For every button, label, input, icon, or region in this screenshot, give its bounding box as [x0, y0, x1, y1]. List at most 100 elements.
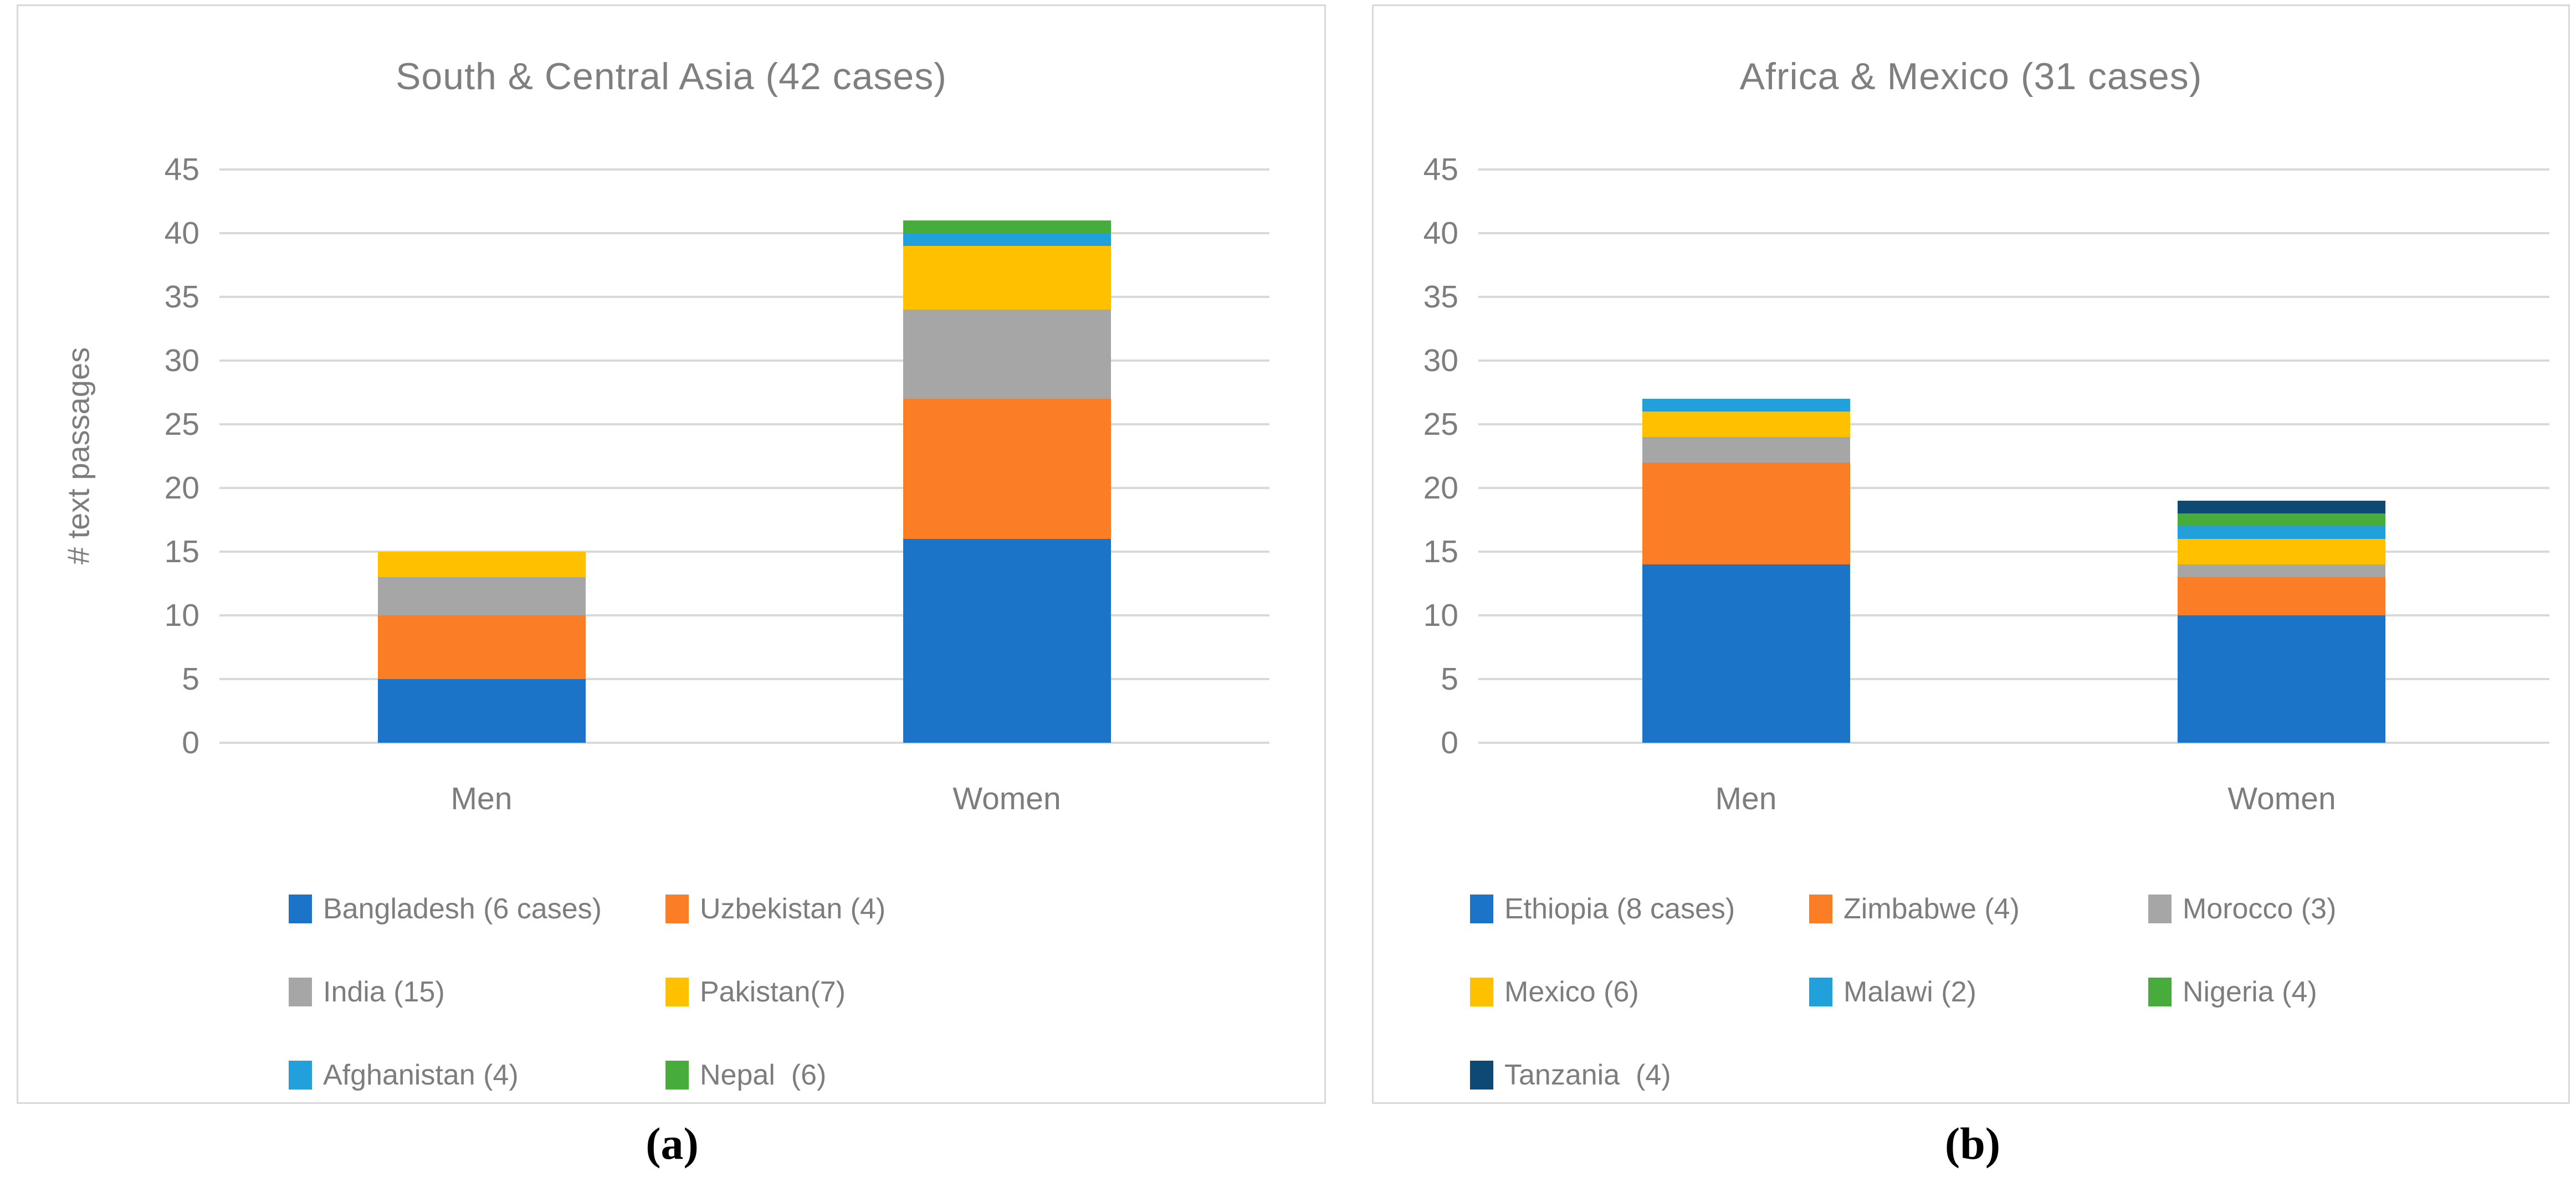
legend-swatch — [1809, 895, 1832, 923]
y-tick-label: 25 — [1423, 407, 1458, 442]
gridline — [219, 742, 1269, 744]
bar-segment-women-bangladesh — [903, 539, 1111, 743]
gridline — [1478, 551, 2549, 553]
legend-label: Nepal (6) — [700, 1059, 827, 1091]
gridline — [1478, 359, 2549, 362]
gridline — [219, 359, 1269, 362]
y-tick-label: 40 — [1423, 215, 1458, 251]
gridline — [1478, 742, 2549, 744]
caption-a: (a) — [646, 1118, 699, 1169]
category-label-women: Women — [952, 781, 1061, 816]
gridline — [1478, 296, 2549, 298]
gridline — [1478, 168, 2549, 171]
y-tick-label: 35 — [164, 279, 199, 315]
legend-item: Mexico (6) — [1470, 950, 1809, 1034]
legend-item: Nigeria (4) — [2148, 950, 2487, 1034]
bar-segment-men-ethiopia — [1642, 564, 1850, 743]
category-label-men: Men — [1715, 781, 1777, 816]
y-tick-label: 10 — [164, 598, 199, 633]
chart-title: Africa & Mexico (31 cases) — [1739, 55, 2203, 97]
legend-item: Tanzania (4) — [1470, 1034, 1809, 1117]
y-tick-label: 35 — [1423, 279, 1458, 315]
chart-legend: Ethiopia (8 cases) Zimbabwe (4) Morocco (3… — [1470, 867, 2487, 1117]
bar-segment-women-ethiopia — [2178, 615, 2386, 743]
y-tick-label: 45 — [1423, 152, 1458, 187]
legend-swatch — [289, 895, 312, 923]
bar-segment-women-india — [903, 310, 1111, 399]
bar-segment-women-pakistan(7) — [903, 246, 1111, 310]
bar-segment-women-tanzania — [2178, 501, 2386, 513]
legend-item: Nepal (6) — [665, 1034, 1042, 1117]
legend-label: Malawi (2) — [1843, 976, 1976, 1008]
gridline — [219, 423, 1269, 425]
y-tick-label: 10 — [1423, 598, 1458, 633]
legend-item: India (15) — [289, 950, 665, 1034]
gridline — [219, 678, 1269, 680]
bar-segment-women-zimbabwe — [2178, 577, 2386, 615]
gridline — [219, 487, 1269, 489]
legend-swatch — [1470, 895, 1493, 923]
legend-label: India (15) — [323, 976, 445, 1008]
plot-area: 45 40 35 30 25 20 15 10 5 0 — [165, 152, 1269, 760]
bar-segment-men-morocco — [1642, 437, 1850, 462]
y-tick-label: 0 — [182, 725, 199, 760]
legend-swatch — [1809, 978, 1832, 1006]
legend-swatch — [289, 978, 312, 1006]
legend-label: Uzbekistan (4) — [700, 893, 886, 925]
bar-segment-men-malawi — [1642, 399, 1850, 412]
chart-title: South & Central Asia (42 cases) — [396, 55, 947, 97]
bar-segment-men-uzbekistan — [378, 615, 586, 679]
legend-swatch — [2148, 895, 2172, 923]
gridline — [1478, 487, 2549, 489]
legend-item: Afghanistan (4) — [289, 1034, 665, 1117]
legend-item: Zimbabwe (4) — [1809, 867, 2148, 950]
bar-segment-women-nepal — [903, 220, 1111, 233]
legend-swatch — [665, 978, 689, 1006]
legend-label: Bangladesh (6 cases) — [323, 893, 602, 925]
legend-swatch — [289, 1061, 312, 1089]
legend-label: Morocco (3) — [2183, 893, 2337, 925]
y-tick-label: 30 — [164, 343, 199, 378]
caption-b: (b) — [1944, 1118, 2001, 1169]
y-tick-label: 5 — [182, 661, 199, 697]
legend-swatch — [665, 895, 689, 923]
bar-segment-men-pakistan(7) — [378, 552, 586, 577]
chart-legend: Bangladesh (6 cases) Uzbekistan (4) India … — [289, 867, 1042, 1117]
bar-segment-women-mexico — [2178, 539, 2386, 564]
legend-label: Mexico (6) — [1504, 976, 1639, 1008]
bar-segment-women-morocco — [2178, 564, 2386, 577]
legend-label: Zimbabwe (4) — [1843, 893, 2020, 925]
y-tick-label: 20 — [164, 470, 199, 506]
y-tick-label: 5 — [1441, 661, 1458, 697]
y-axis-label: # text passages — [60, 347, 96, 565]
legend-swatch — [1470, 1061, 1493, 1089]
gridline — [219, 614, 1269, 616]
chart-panel-a: South & Central Asia (42 cases) # text p… — [17, 4, 1326, 1104]
gridline — [1478, 232, 2549, 234]
legend-item: Malawi (2) — [1809, 950, 2148, 1034]
y-tick-label: 40 — [164, 215, 199, 251]
legend-label: Afghanistan (4) — [323, 1059, 519, 1091]
gridline — [1478, 423, 2549, 425]
legend-label: Pakistan(7) — [700, 976, 846, 1008]
gridline — [1478, 678, 2549, 680]
chart-panel-b: Africa & Mexico (31 cases) 45 40 35 30 25 20 1… — [1372, 4, 2570, 1104]
gridline — [219, 168, 1269, 171]
bar-segment-men-zimbabwe — [1642, 462, 1850, 564]
bar-segment-women-uzbekistan — [903, 399, 1111, 539]
bar-segment-women-malawi — [2178, 526, 2386, 539]
legend-label: Tanzania (4) — [1504, 1059, 1671, 1091]
plot-area: 45 40 35 30 25 20 15 10 5 0 — [1423, 152, 2549, 760]
category-label-women: Women — [2227, 781, 2336, 816]
bar-segment-women-afghanistan — [903, 233, 1111, 246]
y-tick-label: 25 — [164, 407, 199, 442]
bar-segment-men-india — [378, 577, 586, 615]
legend-swatch — [665, 1061, 689, 1089]
legend-item: Uzbekistan (4) — [665, 867, 1042, 950]
bar-segment-men-mexico — [1642, 412, 1850, 437]
legend-label: Nigeria (4) — [2183, 976, 2317, 1008]
y-tick-label: 20 — [1423, 470, 1458, 506]
legend-swatch — [1470, 978, 1493, 1006]
legend-item: Ethiopia (8 cases) — [1470, 867, 1809, 950]
y-tick-label: 0 — [1441, 725, 1458, 760]
